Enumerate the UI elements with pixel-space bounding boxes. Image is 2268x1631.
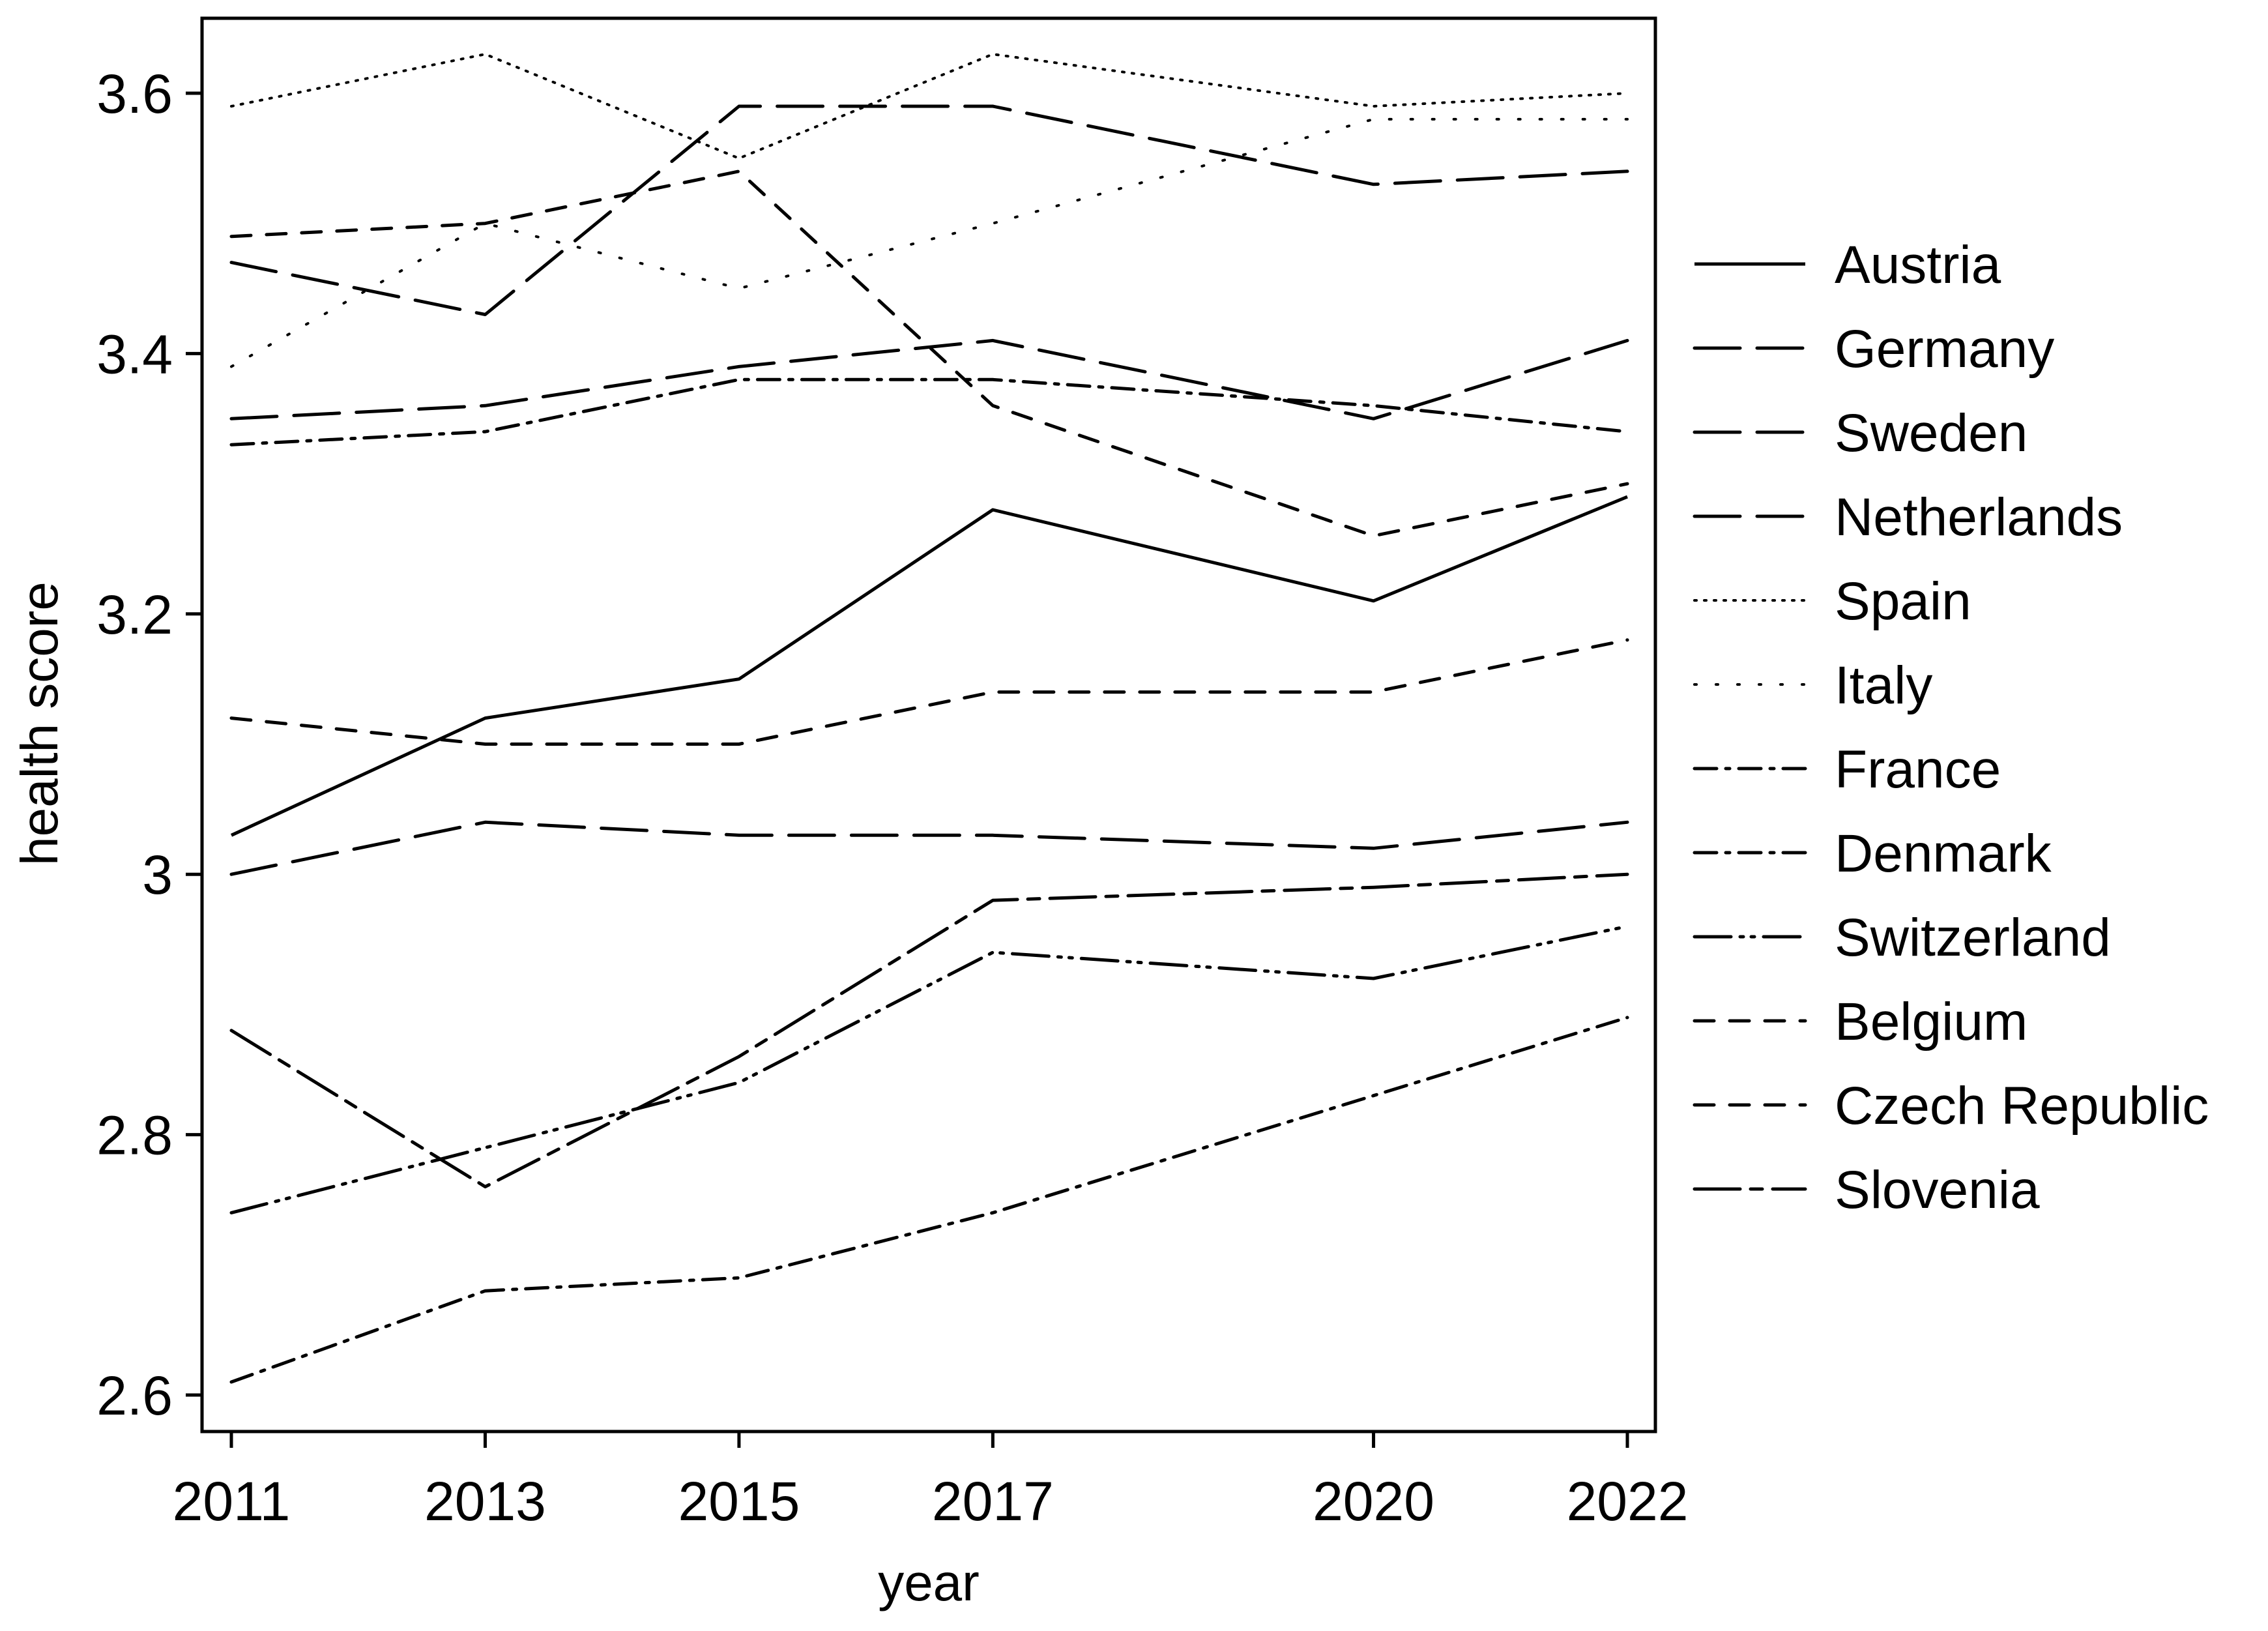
y-tick-label: 3.6 (96, 63, 173, 125)
legend-item-france: France (1693, 740, 2001, 799)
series-line-austria (230, 495, 1628, 837)
legend-label: France (1835, 740, 2001, 799)
legend-item-belgium: Belgium (1693, 992, 2028, 1051)
y-tick-label: 3.2 (96, 584, 173, 645)
legend-item-austria: Austria (1694, 235, 2001, 295)
legend-label: Denmark (1835, 824, 2052, 883)
x-tick-label: 2013 (424, 1471, 546, 1532)
series-line-germany (229, 104, 1629, 316)
x-axis-label: year (878, 1553, 980, 1611)
series-line-france (229, 1016, 1629, 1384)
legend-label: Sweden (1835, 404, 2028, 463)
legend-item-czech-republic: Czech Republic (1693, 1076, 2209, 1136)
series-line-belgium (229, 638, 1629, 746)
legend-label: Austria (1835, 235, 2001, 295)
legend-item-germany: Germany (1693, 319, 2054, 379)
x-tick-label: 2011 (173, 1471, 291, 1532)
legend-item-switzerland: Switzerland (1693, 908, 2111, 967)
legend-label: Spain (1835, 572, 1971, 631)
legend-item-netherlands: Netherlands (1693, 488, 2123, 547)
legend-label: Slovenia (1835, 1160, 2040, 1220)
series-line-czech-republic (229, 169, 1629, 538)
series-line-slovenia (229, 872, 1629, 1188)
legend-label: Netherlands (1835, 488, 2123, 547)
x-tick-label: 2022 (1567, 1471, 1689, 1532)
legend-item-spain: Spain (1693, 572, 1971, 631)
series-lines (229, 53, 1629, 1384)
legend-label: Czech Republic (1835, 1076, 2209, 1136)
series-line-denmark (229, 377, 1629, 447)
legend-label: Belgium (1835, 992, 2028, 1051)
x-tick-label: 2020 (1313, 1471, 1434, 1532)
y-axis: 2.6 2.8 3 3.2 3.4 3.6 (96, 63, 202, 1426)
x-axis: 2011 2013 2015 2017 2020 2022 (173, 1432, 1689, 1532)
y-tick-label: 2.8 (96, 1105, 173, 1166)
series-line-netherlands (229, 820, 1629, 876)
legend-label: Germany (1835, 319, 2054, 379)
legend-item-slovenia: Slovenia (1693, 1160, 2040, 1220)
y-tick-label: 3.4 (96, 323, 173, 385)
series-line-spain (230, 53, 1629, 160)
legend-item-denmark: Denmark (1693, 824, 2052, 883)
x-tick-label: 2017 (932, 1471, 1054, 1532)
plot-frame (200, 16, 1657, 1433)
y-tick-label: 3 (142, 844, 173, 905)
x-tick-label: 2015 (678, 1471, 800, 1532)
legend-label: Switzerland (1835, 908, 2111, 967)
legend-item-sweden: Sweden (1693, 404, 2028, 463)
y-axis-label: health score (10, 581, 68, 866)
legend-label: Italy (1835, 656, 1932, 715)
series-line-switzerland (229, 924, 1629, 1214)
series-line-sweden (229, 338, 1629, 420)
legend: Austria Germany Sweden Netherlands Spain Ital… (1693, 235, 2209, 1220)
legend-item-italy: Italy (1693, 656, 1932, 715)
y-tick-label: 2.6 (96, 1365, 173, 1426)
